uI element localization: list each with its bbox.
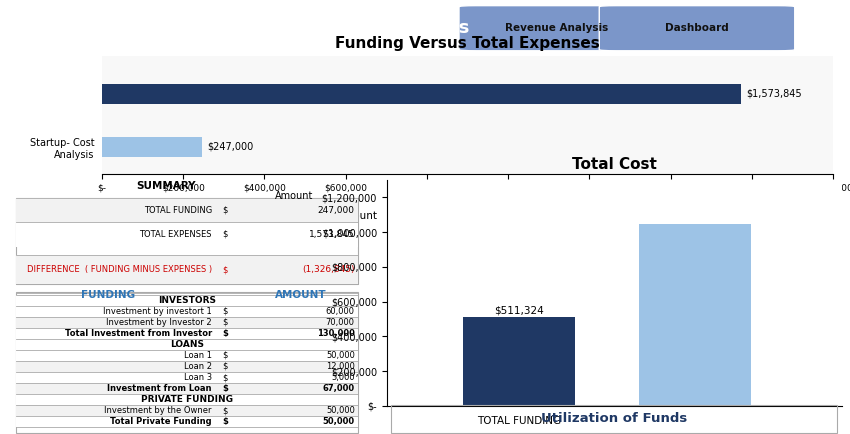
Text: $: $ bbox=[223, 373, 228, 382]
Bar bbox=[15, 383, 359, 394]
Text: Revenue Analysis: Revenue Analysis bbox=[505, 23, 609, 33]
Text: Utilization of Funds: Utilization of Funds bbox=[541, 412, 688, 425]
Bar bbox=[102, 137, 202, 157]
Text: $: $ bbox=[223, 265, 228, 274]
Text: $: $ bbox=[223, 384, 229, 393]
Bar bbox=[15, 394, 359, 405]
Text: 70,000: 70,000 bbox=[326, 318, 354, 327]
Bar bbox=[15, 361, 359, 372]
Text: $: $ bbox=[223, 230, 228, 239]
Text: Loan 1: Loan 1 bbox=[184, 351, 212, 360]
Text: Investment from Loan: Investment from Loan bbox=[107, 384, 212, 393]
Text: 50,000: 50,000 bbox=[326, 351, 354, 360]
Text: 12,000: 12,000 bbox=[326, 362, 354, 371]
Text: $: $ bbox=[223, 351, 228, 360]
Text: Total Private Funding: Total Private Funding bbox=[110, 418, 212, 426]
FancyBboxPatch shape bbox=[599, 6, 795, 51]
Text: Amount: Amount bbox=[275, 191, 314, 201]
Bar bbox=[15, 306, 359, 317]
Text: $: $ bbox=[223, 206, 228, 214]
Bar bbox=[15, 405, 359, 416]
Text: Amount: Amount bbox=[337, 211, 378, 221]
Bar bbox=[15, 416, 359, 427]
Text: Investment by the Owner: Investment by the Owner bbox=[105, 406, 212, 415]
Text: $: $ bbox=[223, 307, 228, 316]
Text: Investment by investort 1: Investment by investort 1 bbox=[103, 307, 212, 316]
Text: TOTAL FUNDING: TOTAL FUNDING bbox=[144, 206, 212, 214]
Bar bbox=[463, 317, 575, 406]
Text: Startup- Cost Analysis: Startup- Cost Analysis bbox=[244, 19, 470, 37]
Text: $: $ bbox=[223, 362, 228, 371]
Bar bbox=[15, 255, 359, 284]
Text: LOANS: LOANS bbox=[170, 340, 204, 349]
Bar bbox=[15, 350, 359, 361]
Text: $: $ bbox=[223, 329, 229, 338]
Text: $247,000: $247,000 bbox=[207, 142, 253, 152]
Bar bbox=[15, 198, 359, 222]
Text: 50,000: 50,000 bbox=[323, 418, 354, 426]
Text: Investment by Investor 2: Investment by Investor 2 bbox=[106, 318, 212, 327]
Text: 60,000: 60,000 bbox=[326, 307, 354, 316]
Text: DIFFERENCE  ( FUNDING MINUS EXPENSES ): DIFFERENCE ( FUNDING MINUS EXPENSES ) bbox=[27, 265, 212, 274]
Text: Dashboard: Dashboard bbox=[665, 23, 728, 33]
Bar bbox=[102, 84, 741, 104]
Bar bbox=[15, 198, 359, 284]
Text: $: $ bbox=[223, 318, 228, 327]
Text: 5,000: 5,000 bbox=[332, 373, 354, 382]
Text: 130,000: 130,000 bbox=[317, 329, 354, 338]
Bar bbox=[15, 372, 359, 383]
Text: AMOUNT: AMOUNT bbox=[275, 290, 327, 300]
Text: Loan 2: Loan 2 bbox=[184, 362, 212, 371]
Text: 67,000: 67,000 bbox=[323, 384, 354, 393]
Bar bbox=[15, 317, 359, 328]
Text: 1,573,845: 1,573,845 bbox=[309, 230, 354, 239]
Text: TOTAL EXPENSES: TOTAL EXPENSES bbox=[139, 230, 212, 239]
Bar bbox=[15, 339, 359, 350]
Text: $: $ bbox=[223, 406, 228, 415]
Bar bbox=[15, 222, 359, 247]
Text: PRIVATE FUNDING: PRIVATE FUNDING bbox=[141, 395, 233, 404]
Text: $511,324: $511,324 bbox=[494, 306, 544, 316]
Title: Funding Versus Total Expenses: Funding Versus Total Expenses bbox=[335, 36, 600, 51]
Bar bbox=[15, 328, 359, 339]
Text: INVESTORS: INVESTORS bbox=[158, 296, 216, 305]
Text: FUNDING: FUNDING bbox=[82, 290, 135, 300]
Text: Loan 3: Loan 3 bbox=[184, 373, 212, 382]
Bar bbox=[639, 224, 751, 406]
Text: 247,000: 247,000 bbox=[318, 206, 354, 214]
Title: Total Cost: Total Cost bbox=[572, 157, 656, 172]
Text: $: $ bbox=[223, 418, 229, 426]
Text: 50,000: 50,000 bbox=[326, 406, 354, 415]
Text: (1,326,845): (1,326,845) bbox=[303, 265, 354, 274]
Text: Total Investment from Investor: Total Investment from Investor bbox=[65, 329, 212, 338]
Bar bbox=[15, 295, 359, 306]
Text: SUMMARY: SUMMARY bbox=[136, 181, 196, 191]
Text: $1,573,845: $1,573,845 bbox=[746, 89, 802, 99]
FancyBboxPatch shape bbox=[459, 6, 654, 51]
